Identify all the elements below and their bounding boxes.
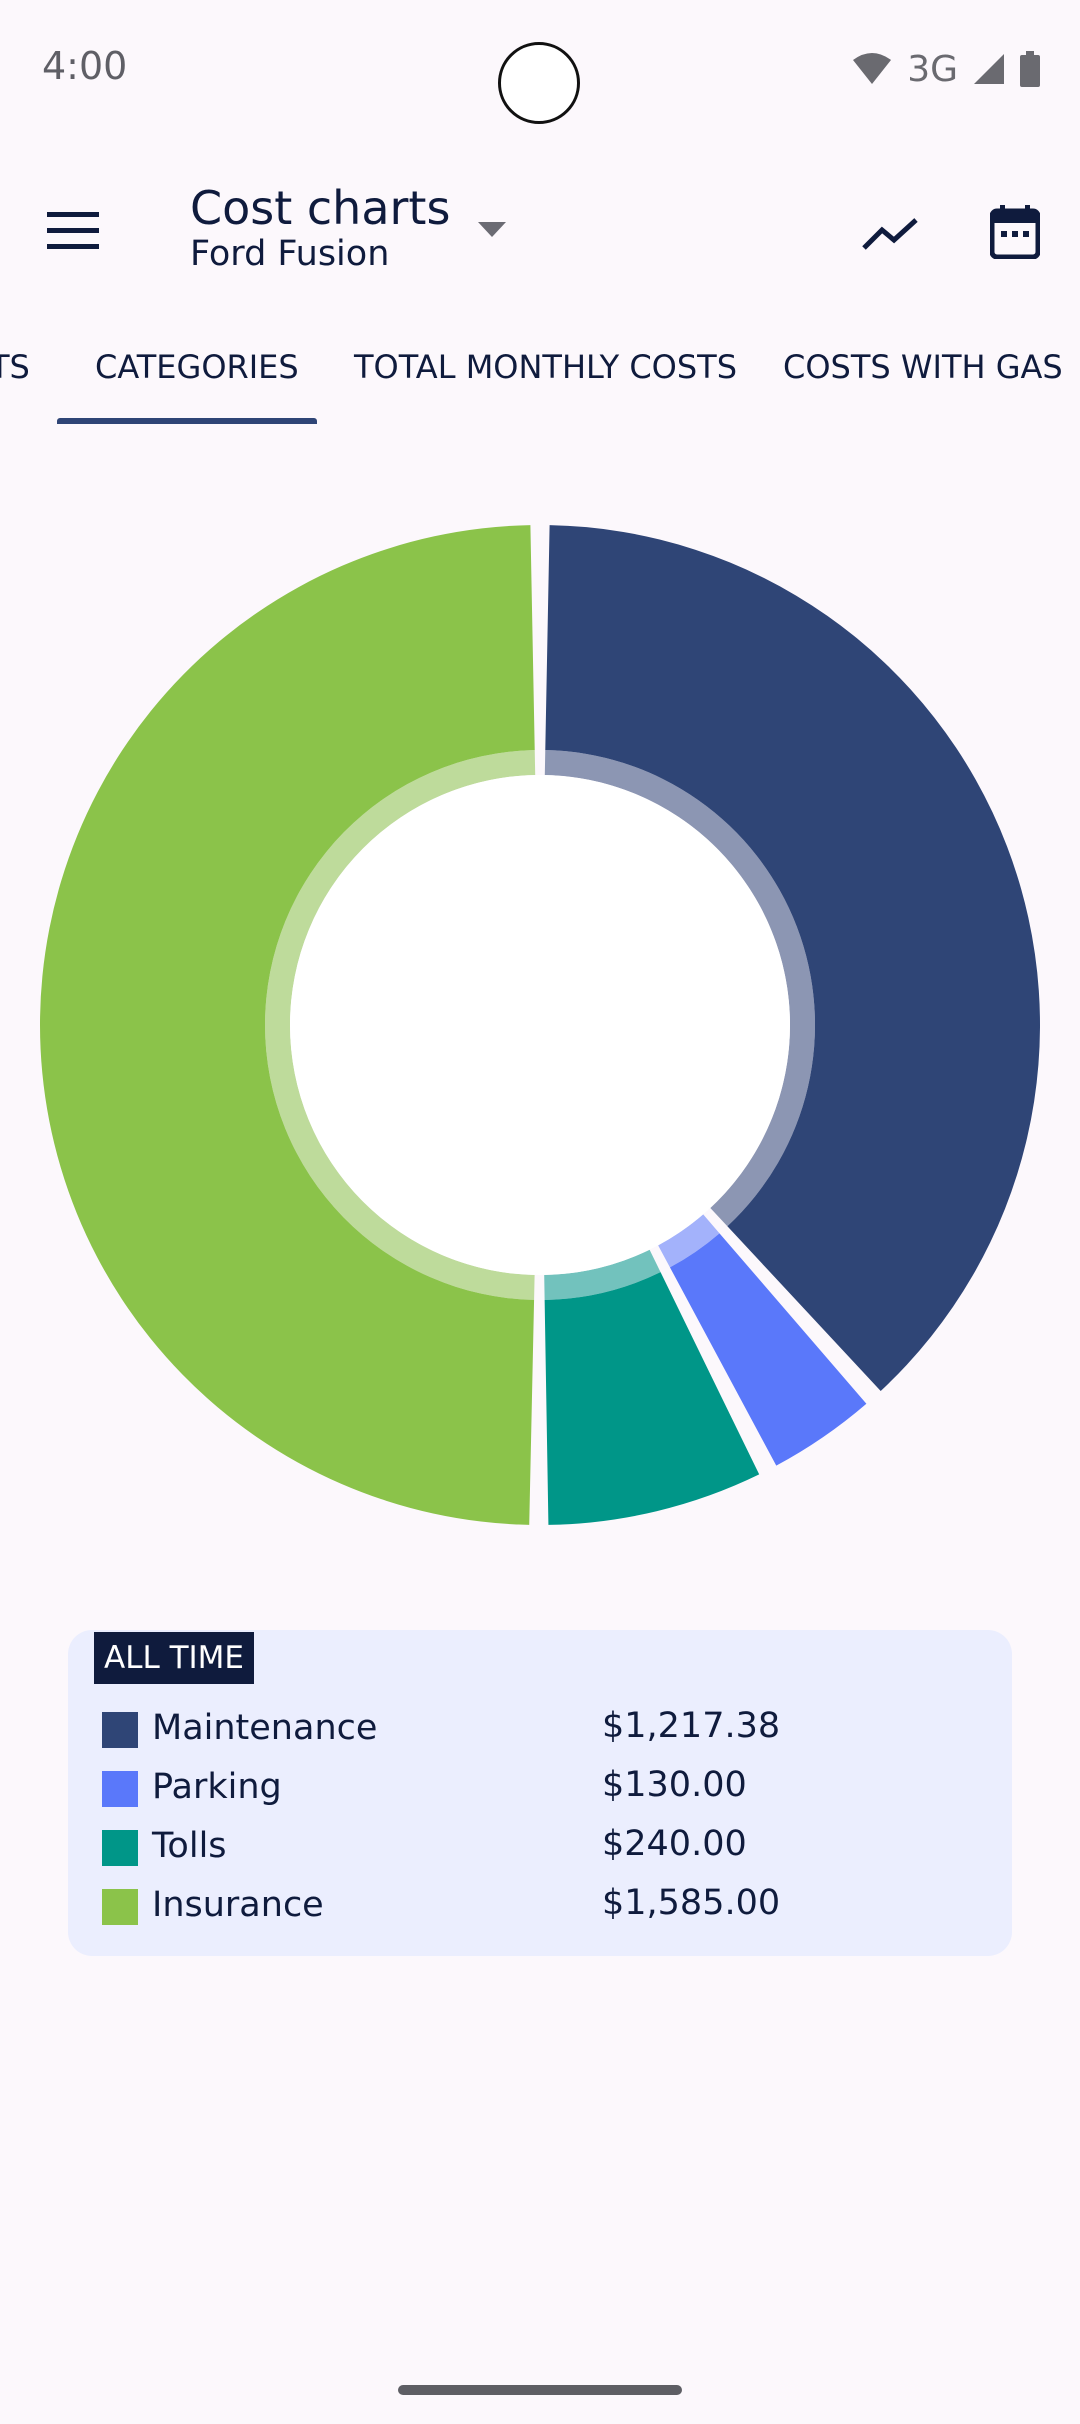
status-icons: 3G bbox=[851, 46, 1040, 92]
dropdown-arrow-icon bbox=[478, 222, 506, 237]
app-bar: Cost charts Ford Fusion bbox=[0, 160, 1080, 290]
wifi-icon bbox=[853, 53, 892, 84]
battery-icon bbox=[1020, 51, 1040, 87]
legend-name: Parking bbox=[152, 1767, 282, 1807]
legend-swatch bbox=[102, 1889, 138, 1925]
legend-name: Tolls bbox=[152, 1826, 227, 1866]
legend-value: $240.00 bbox=[602, 1824, 747, 1864]
trend-chart-button[interactable] bbox=[850, 194, 930, 274]
legend-name: Insurance bbox=[152, 1885, 324, 1925]
tab-partial[interactable]: TS bbox=[0, 348, 30, 386]
tab-selected-indicator bbox=[57, 418, 317, 424]
legend-card: ALL TIME Maintenance $1,217.38 Parking $… bbox=[68, 1630, 1012, 1956]
slice-inner-band-parking bbox=[658, 1214, 720, 1268]
legend-title-badge: ALL TIME bbox=[94, 1632, 255, 1684]
category-chart bbox=[0, 500, 1080, 1560]
slice-inner-band-tolls bbox=[544, 1249, 661, 1300]
legend-swatch bbox=[102, 1830, 138, 1866]
donut-chart[interactable] bbox=[0, 500, 1080, 1560]
slice-maintenance[interactable] bbox=[545, 525, 1041, 1391]
tab-costs-with-gas[interactable]: COSTS WITH GAS bbox=[783, 348, 1063, 386]
slice-parking[interactable] bbox=[669, 1233, 867, 1466]
donut-hole bbox=[290, 775, 790, 1275]
legend-swatch bbox=[102, 1712, 138, 1748]
legend-value: $1,217.38 bbox=[602, 1706, 781, 1746]
slice-inner-band-maintenance bbox=[544, 750, 815, 1227]
vehicle-dropdown-button[interactable] bbox=[470, 208, 514, 252]
trending-line-icon bbox=[862, 218, 918, 250]
legend-item-maintenance: Maintenance $1,217.38 bbox=[102, 1704, 982, 1754]
home-indicator[interactable] bbox=[398, 2385, 682, 2395]
vehicle-name: Ford Fusion bbox=[190, 234, 390, 274]
status-bar: 4:00 3G bbox=[0, 0, 1080, 140]
tab-categories[interactable]: CATEGORIES bbox=[95, 348, 299, 386]
slice-tolls[interactable] bbox=[544, 1272, 760, 1525]
menu-button[interactable] bbox=[36, 194, 110, 268]
legend-value: $130.00 bbox=[602, 1765, 747, 1805]
legend-swatch bbox=[102, 1771, 138, 1807]
legend-item-tolls: Tolls $240.00 bbox=[102, 1822, 982, 1872]
tab-bar: TS CATEGORIES TOTAL MONTHLY COSTS COSTS … bbox=[0, 320, 1080, 430]
status-time: 4:00 bbox=[42, 44, 128, 88]
camera-cutout bbox=[498, 42, 580, 124]
calendar-button[interactable] bbox=[975, 192, 1055, 272]
slice-insurance[interactable] bbox=[39, 525, 535, 1525]
legend-item-insurance: Insurance $1,585.00 bbox=[102, 1881, 982, 1931]
legend-name: Maintenance bbox=[152, 1708, 378, 1748]
tab-total-monthly-costs[interactable]: TOTAL MONTHLY COSTS bbox=[354, 348, 738, 386]
signal-icon bbox=[974, 54, 1004, 84]
menu-icon bbox=[47, 212, 99, 249]
page-title: Cost charts bbox=[190, 181, 451, 235]
title-block[interactable]: Cost charts Ford Fusion bbox=[190, 180, 450, 272]
network-type: 3G bbox=[907, 48, 958, 90]
legend-item-parking: Parking $130.00 bbox=[102, 1763, 982, 1813]
legend-value: $1,585.00 bbox=[602, 1883, 781, 1923]
calendar-icon bbox=[990, 205, 1040, 259]
